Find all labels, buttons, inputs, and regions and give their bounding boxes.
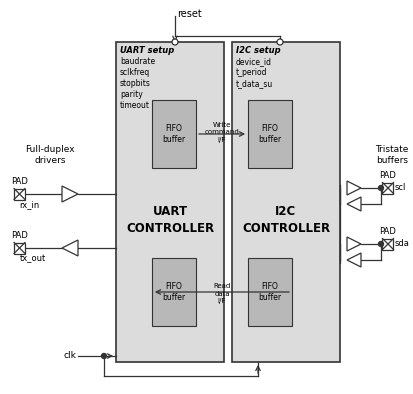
Bar [247,258,291,326]
Text: FIFO
buffer: FIFO buffer [258,124,281,144]
Text: clk: clk [63,351,76,361]
Text: reset: reset [177,9,201,19]
Text: scl: scl [394,184,405,193]
Text: I2C
CONTROLLER: I2C CONTROLLER [241,205,329,235]
Text: FIFO
buffer: FIFO buffer [258,282,281,302]
Circle shape [101,353,106,359]
Text: I2C setup: I2C setup [235,46,280,55]
Text: PAD: PAD [11,178,28,186]
Bar [247,100,291,168]
Text: device_id: device_id [235,57,271,66]
Text: tx_out: tx_out [19,255,46,264]
Circle shape [377,242,382,247]
Polygon shape [62,186,78,202]
Text: UART setup: UART setup [120,46,174,55]
Text: FIFO
buffer: FIFO buffer [162,124,185,144]
Text: baudrate: baudrate [120,57,155,66]
Polygon shape [346,181,360,195]
Polygon shape [62,240,78,256]
Bar [14,242,25,253]
Polygon shape [346,197,360,211]
Bar [382,238,392,249]
Text: sclkfreq: sclkfreq [120,68,150,77]
Text: Read
data
I/F: Read data I/F [213,284,230,305]
Circle shape [276,39,282,45]
Text: PAD: PAD [379,227,396,236]
Text: timeout: timeout [120,101,150,110]
Bar [231,42,339,362]
Bar [382,182,392,193]
Bar [152,100,195,168]
Text: FIFO
buffer: FIFO buffer [162,282,185,302]
Text: sda: sda [394,240,408,249]
Bar [14,188,25,199]
Text: t_data_su: t_data_su [235,79,273,88]
Text: PAD: PAD [11,232,28,240]
Text: Write
command
I/F: Write command I/F [204,121,239,143]
Bar [152,258,195,326]
Polygon shape [346,237,360,251]
Text: parity: parity [120,90,142,99]
Text: stopbits: stopbits [120,79,150,88]
Bar [116,42,223,362]
Text: Full-duplex
drivers: Full-duplex drivers [25,145,75,165]
Text: PAD: PAD [379,171,396,180]
Text: rx_in: rx_in [19,201,40,210]
Circle shape [377,186,382,191]
Polygon shape [346,253,360,267]
Circle shape [171,39,178,45]
Text: UART
CONTROLLER: UART CONTROLLER [126,205,214,235]
Text: t_period: t_period [235,68,267,77]
Text: Tristate
buffers: Tristate buffers [374,145,407,165]
